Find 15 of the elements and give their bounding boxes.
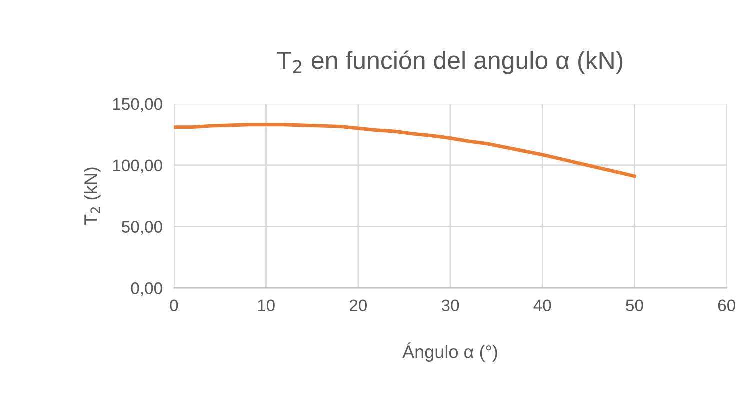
y-tick-label: 0,00 [131, 282, 162, 296]
y-tick-label: 150,00 [113, 98, 162, 112]
x-axis-title: Ángulo α (°) [402, 342, 498, 362]
y-axis-title: T$_{2}$ (kN) [84, 168, 101, 226]
y-tick-label: 50,00 [122, 221, 162, 235]
x-tick-label: 50 [626, 300, 644, 312]
x-tick-label: 30 [442, 300, 460, 312]
x-tick-label: 0 [170, 300, 178, 312]
x-tick-label: 20 [350, 300, 368, 312]
x-tick-label: 10 [258, 300, 275, 312]
x-tick-label: 60 [718, 300, 736, 312]
line-series [174, 123, 636, 178]
x-tick-label: 40 [534, 300, 552, 312]
chart-title: T$_{2}$ en función del angulo α (kN) [277, 50, 623, 74]
y-tick-label: 100,00 [113, 160, 162, 174]
